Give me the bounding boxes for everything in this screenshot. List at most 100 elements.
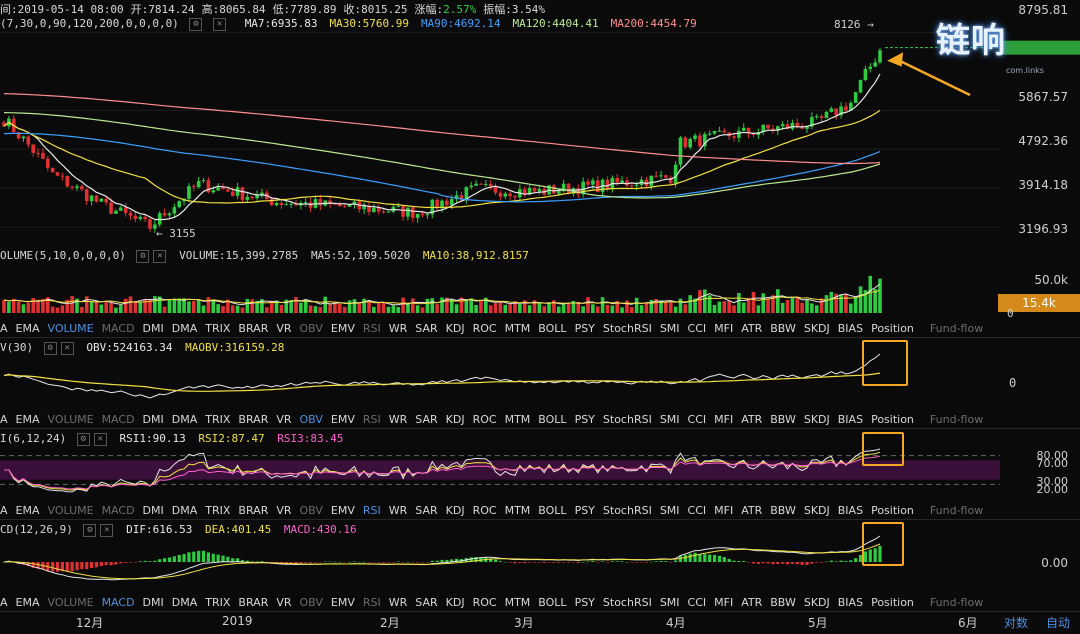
indicator-tab-skdj[interactable]: SKDJ <box>803 503 830 517</box>
indicator-tab-brar[interactable]: BRAR <box>238 503 269 517</box>
indicator-tab-cci[interactable]: CCI <box>687 595 707 609</box>
indicator-tab-boll[interactable]: BOLL <box>538 412 567 426</box>
indicator-tab-brar[interactable]: BRAR <box>238 595 269 609</box>
indicator-tab-bbw[interactable]: BBW <box>770 503 796 517</box>
indicator-tab-boll[interactable]: BOLL <box>538 321 567 335</box>
indicator-tab-atr[interactable]: ATR <box>741 321 763 335</box>
indicator-tab-roc[interactable]: ROC <box>472 595 497 609</box>
indicator-tab-kdj[interactable]: KDJ <box>445 412 465 426</box>
indicator-tab-roc[interactable]: ROC <box>472 503 497 517</box>
indicator-tab-cci[interactable]: CCI <box>687 503 707 517</box>
indicator-tab-smi[interactable]: SMI <box>659 412 680 426</box>
indicator-tab-obv[interactable]: OBV <box>299 412 323 426</box>
indicator-tab-skdj[interactable]: SKDJ <box>803 595 830 609</box>
indicator-tab-dma[interactable]: DMA <box>171 503 198 517</box>
indicator-tab-boll[interactable]: BOLL <box>538 503 567 517</box>
indicator-tab-obv[interactable]: OBV <box>299 595 323 609</box>
indicator-tab-trix[interactable]: TRIX <box>205 412 231 426</box>
log-scale-button[interactable]: 对数 <box>1004 616 1029 630</box>
indicator-tab-brar[interactable]: BRAR <box>238 412 269 426</box>
indicator-tab-stochrsi[interactable]: StochRSI <box>602 321 652 335</box>
indicator-tab-kdj[interactable]: KDJ <box>445 595 465 609</box>
indicator-tab-dma[interactable]: DMA <box>171 595 198 609</box>
indicator-tab-stochrsi[interactable]: StochRSI <box>602 595 652 609</box>
indicator-tab-volume[interactable]: VOLUME <box>47 412 94 426</box>
indicator-tab-trix[interactable]: TRIX <box>205 321 231 335</box>
indicator-tab-position[interactable]: Position <box>871 503 914 517</box>
indicator-tab-roc[interactable]: ROC <box>472 412 497 426</box>
indicator-tab-ema[interactable]: EMA <box>15 321 40 335</box>
indicator-tab-psy[interactable]: PSY <box>574 503 595 517</box>
close-icon[interactable]: ✕ <box>93 432 107 446</box>
indicator-tab-macd[interactable]: MACD <box>101 412 135 426</box>
indicator-tab-obv[interactable]: OBV <box>299 321 323 335</box>
indicator-tab-atr[interactable]: ATR <box>741 412 763 426</box>
indicator-tab-trix[interactable]: TRIX <box>205 595 231 609</box>
indicator-tab-position[interactable]: Position <box>871 321 914 335</box>
indicator-tab-emv[interactable]: EMV <box>330 595 355 609</box>
indicator-tab-boll[interactable]: BOLL <box>538 595 567 609</box>
indicator-tab-volume[interactable]: VOLUME <box>47 503 94 517</box>
indicator-tab-obv[interactable]: OBV <box>299 503 323 517</box>
indicator-tab-stochrsi[interactable]: StochRSI <box>602 412 652 426</box>
settings-icon[interactable]: ⚙ <box>189 17 203 31</box>
indicator-tab-volume[interactable]: VOLUME <box>47 321 94 335</box>
indicator-tab-vr[interactable]: VR <box>276 503 292 517</box>
indicator-tab-bbw[interactable]: BBW <box>770 321 796 335</box>
indicator-tab-emv[interactable]: EMV <box>330 412 355 426</box>
indicator-tab-mtm[interactable]: MTM <box>504 321 531 335</box>
indicator-tab-wr[interactable]: WR <box>388 412 408 426</box>
indicator-tab-volume[interactable]: VOLUME <box>47 595 94 609</box>
indicator-tab-fund-flow[interactable]: Fund-flow <box>929 503 984 517</box>
indicator-tab-sar[interactable]: SAR <box>415 321 438 335</box>
settings-icon[interactable]: ⚙ <box>136 249 150 263</box>
indicator-tab-mtm[interactable]: MTM <box>504 412 531 426</box>
indicator-tab-stochrsi[interactable]: StochRSI <box>602 503 652 517</box>
indicator-tab-macd[interactable]: MACD <box>101 595 135 609</box>
indicator-tab-sar[interactable]: SAR <box>415 412 438 426</box>
indicator-tab-bias[interactable]: BIAS <box>837 503 864 517</box>
indicator-tab-macd[interactable]: MACD <box>101 321 135 335</box>
close-icon[interactable]: ✕ <box>213 17 227 31</box>
indicator-tab-bias[interactable]: BIAS <box>837 412 864 426</box>
indicator-tab-atr[interactable]: ATR <box>741 503 763 517</box>
indicator-tab-wr[interactable]: WR <box>388 595 408 609</box>
indicator-tab-cci[interactable]: CCI <box>687 412 707 426</box>
indicator-tab-kdj[interactable]: KDJ <box>445 503 465 517</box>
indicator-tab-dmi[interactable]: DMI <box>142 321 164 335</box>
indicator-tab-dma[interactable]: DMA <box>171 321 198 335</box>
indicator-tab-a[interactable]: A <box>0 503 8 517</box>
indicator-tab-rsi[interactable]: RSI <box>362 412 381 426</box>
indicator-tab-roc[interactable]: ROC <box>472 321 497 335</box>
indicator-tab-mfi[interactable]: MFI <box>714 321 734 335</box>
indicator-tab-vr[interactable]: VR <box>276 412 292 426</box>
indicator-tab-position[interactable]: Position <box>871 412 914 426</box>
indicator-tab-bbw[interactable]: BBW <box>770 412 796 426</box>
indicator-tab-position[interactable]: Position <box>871 595 914 609</box>
indicator-tab-mfi[interactable]: MFI <box>714 503 734 517</box>
indicator-tab-dma[interactable]: DMA <box>171 412 198 426</box>
indicator-tab-bias[interactable]: BIAS <box>837 321 864 335</box>
indicator-tab-ema[interactable]: EMA <box>15 503 40 517</box>
indicator-tab-smi[interactable]: SMI <box>659 595 680 609</box>
settings-icon[interactable]: ⚙ <box>83 523 97 537</box>
indicator-tab-sar[interactable]: SAR <box>415 503 438 517</box>
indicator-tab-rsi[interactable]: RSI <box>362 503 381 517</box>
indicator-tab-trix[interactable]: TRIX <box>205 503 231 517</box>
indicator-tab-macd[interactable]: MACD <box>101 503 135 517</box>
indicator-tab-mfi[interactable]: MFI <box>714 412 734 426</box>
indicator-tab-fund-flow[interactable]: Fund-flow <box>929 595 984 609</box>
indicator-tab-smi[interactable]: SMI <box>659 321 680 335</box>
indicator-tab-sar[interactable]: SAR <box>415 595 438 609</box>
indicator-tab-rsi[interactable]: RSI <box>362 595 381 609</box>
indicator-tab-vr[interactable]: VR <box>276 321 292 335</box>
close-icon[interactable]: ✕ <box>153 249 167 263</box>
indicator-tab-psy[interactable]: PSY <box>574 321 595 335</box>
indicator-tab-kdj[interactable]: KDJ <box>445 321 465 335</box>
indicator-tab-a[interactable]: A <box>0 321 8 335</box>
indicator-tab-fund-flow[interactable]: Fund-flow <box>929 412 984 426</box>
indicator-tab-psy[interactable]: PSY <box>574 595 595 609</box>
indicator-tab-atr[interactable]: ATR <box>741 595 763 609</box>
indicator-tab-skdj[interactable]: SKDJ <box>803 321 830 335</box>
